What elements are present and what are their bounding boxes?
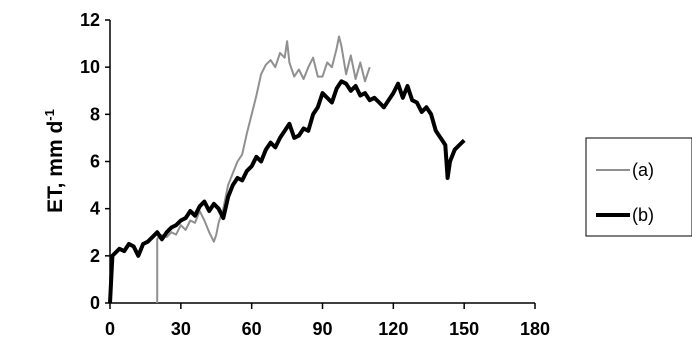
legend-label-b: (b) [632, 205, 654, 225]
x-tick-label: 120 [378, 319, 408, 339]
y-axis-label-superscript: -1 [42, 109, 57, 121]
y-axis-label-text: ET, mm d [44, 121, 67, 213]
series-layer [108, 35, 466, 304]
x-tick-label: 30 [171, 319, 191, 339]
y-tick-label: 2 [90, 246, 100, 266]
x-tick-label: 180 [520, 319, 550, 339]
x-tick-label: 0 [105, 319, 115, 339]
legend-box [585, 137, 692, 237]
legend-label-a: (a) [632, 160, 654, 180]
x-tick-label: 150 [449, 319, 479, 339]
y-tick-label: 8 [90, 104, 100, 124]
x-tick-label: 60 [242, 319, 262, 339]
x-tick-label: 90 [312, 319, 332, 339]
y-axis-label: ET, mm d-1 [42, 109, 67, 213]
x-axis-ticks: 0 30 60 90 120 150 180 [105, 303, 550, 339]
y-tick-label: 6 [90, 152, 100, 172]
y-tick-label: 12 [80, 10, 100, 30]
series-line-b [108, 79, 466, 304]
y-axis-ticks: 0 2 4 6 8 10 12 [80, 10, 110, 313]
y-tick-label: 4 [90, 199, 100, 219]
y-tick-label: 10 [80, 57, 100, 77]
series-line-a [156, 35, 371, 303]
legend: (a) (b) [585, 137, 692, 237]
y-tick-label: 0 [90, 293, 100, 313]
